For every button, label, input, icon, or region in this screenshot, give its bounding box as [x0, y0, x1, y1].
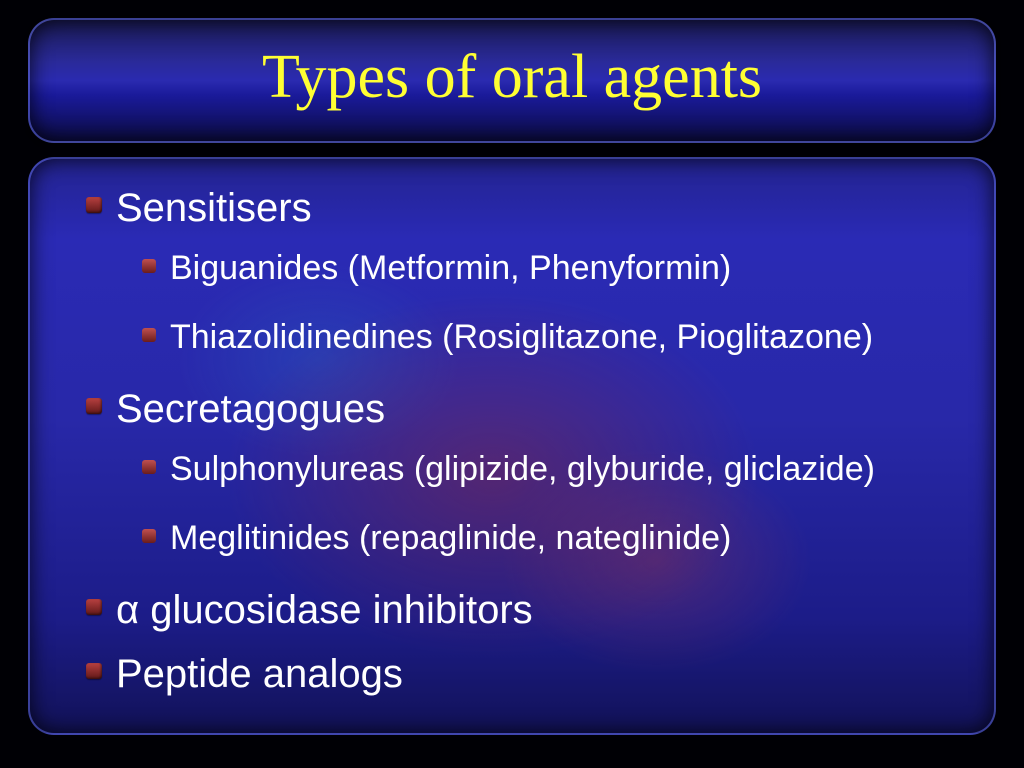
sub-list-item: Meglitinides (repaglinide, nateglinide)	[142, 517, 974, 560]
sub-list-item: Thiazolidinedines (Rosiglitazone, Piogli…	[142, 316, 974, 359]
list-item: Sensitisers Biguanides (Metformin, Pheny…	[86, 183, 974, 358]
bullet-list: Sensitisers Biguanides (Metformin, Pheny…	[86, 183, 974, 699]
sub-list-item: Sulphonylureas (glipizide, glyburide, gl…	[142, 448, 974, 491]
list-item: α glucosidase inhibitors	[86, 585, 974, 635]
sub-list-item-label: Sulphonylureas (glipizide, glyburide, gl…	[170, 448, 974, 491]
body-box: Sensitisers Biguanides (Metformin, Pheny…	[28, 157, 996, 735]
list-item-label: Secretagogues	[116, 384, 974, 434]
slide-title: Types of oral agents	[40, 42, 984, 113]
sub-list-item-label: Meglitinides (repaglinide, nateglinide)	[170, 517, 974, 560]
sub-list-item-label: Thiazolidinedines (Rosiglitazone, Piogli…	[170, 316, 974, 359]
sub-list: Biguanides (Metformin, Phenyformin) Thia…	[142, 247, 974, 358]
sub-list-item: Biguanides (Metformin, Phenyformin)	[142, 247, 974, 290]
slide: Types of oral agents Sensitisers Biguani…	[0, 0, 1024, 768]
list-item: Secretagogues Sulphonylureas (glipizide,…	[86, 384, 974, 559]
list-item-label: Sensitisers	[116, 183, 974, 233]
sub-list: Sulphonylureas (glipizide, glyburide, gl…	[142, 448, 974, 559]
title-box: Types of oral agents	[28, 18, 996, 143]
list-item-label: Peptide analogs	[116, 649, 974, 699]
list-item-label: α glucosidase inhibitors	[116, 585, 974, 635]
list-item: Peptide analogs	[86, 649, 974, 699]
sub-list-item-label: Biguanides (Metformin, Phenyformin)	[170, 247, 974, 290]
slide-content: Sensitisers Biguanides (Metformin, Pheny…	[30, 159, 994, 733]
